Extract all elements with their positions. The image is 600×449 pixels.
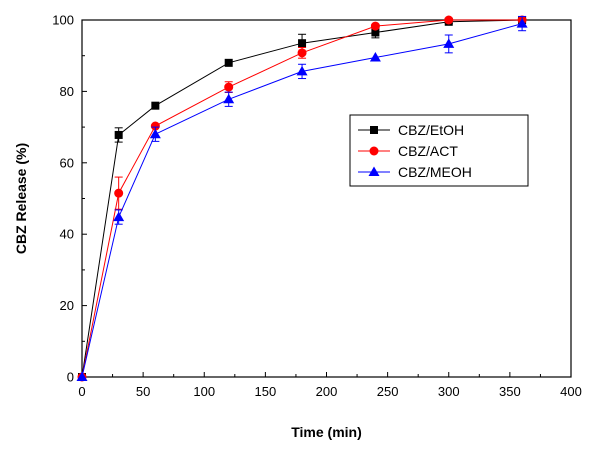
x-axis: 0 50 100 150 200 250 300 350 400 (78, 372, 582, 399)
legend-item: CBZ/EtOH (358, 122, 464, 138)
plot-border (81, 19, 572, 378)
data-point-circle (297, 48, 307, 58)
series-triangle (76, 15, 528, 381)
y-tick-label: 100 (52, 13, 74, 28)
data-point-square (371, 28, 380, 37)
x-tick-label: 200 (316, 384, 338, 399)
series-line (81, 19, 523, 378)
data-point-circle (370, 21, 380, 31)
x-tick-label: 350 (499, 384, 521, 399)
y-tick-label: 80 (60, 84, 74, 99)
data-point-circle (224, 82, 234, 92)
data-point-circle (114, 188, 124, 198)
x-tick-label: 250 (377, 384, 399, 399)
x-tick-label: 100 (193, 384, 215, 399)
x-tick-label: 400 (560, 384, 582, 399)
x-tick-label: 50 (136, 384, 150, 399)
series-circle (77, 15, 527, 382)
legend-label: CBZ/MEOH (398, 164, 472, 180)
legend-label: CBZ/ACT (398, 143, 458, 159)
data-point-triangle (516, 18, 528, 28)
data-point-triangle (223, 93, 235, 104)
plot-frame (81, 19, 572, 378)
data-point-square (114, 130, 123, 139)
legend-label: CBZ/EtOH (398, 122, 464, 138)
x-tick-label: 300 (438, 384, 460, 399)
y-axis-title: CBZ Release (%) (13, 143, 29, 254)
data-point-circle (444, 15, 454, 25)
series-layer (76, 15, 528, 382)
x-tick-label: 150 (255, 384, 277, 399)
data-point-square (151, 101, 160, 110)
series-line (81, 19, 523, 378)
x-axis-title: Time (min) (291, 424, 362, 440)
data-point-circle (369, 146, 379, 156)
legend-item: CBZ/ACT (358, 143, 458, 159)
data-point-triangle (368, 166, 380, 176)
data-point-square (224, 58, 233, 67)
legend: CBZ/EtOH CBZ/ACT CBZ/MEOH (349, 114, 529, 187)
y-axis: 0 20 40 60 80 100 (52, 13, 87, 385)
data-point-triangle (113, 211, 125, 222)
data-point-triangle (443, 38, 455, 48)
y-tick-label: 40 (60, 227, 74, 242)
x-tick-label: 0 (78, 384, 85, 399)
series-line (81, 23, 523, 378)
legend-item: CBZ/MEOH (358, 164, 472, 180)
data-point-triangle (149, 128, 161, 139)
data-point-triangle (76, 371, 88, 381)
data-point-square (370, 126, 378, 134)
data-point-triangle (369, 51, 381, 62)
data-point-circle (150, 121, 160, 131)
y-tick-label: 20 (60, 298, 74, 313)
y-tick-label: 60 (60, 155, 74, 170)
data-point-triangle (296, 65, 308, 76)
y-tick-label: 0 (67, 370, 74, 385)
data-point-square (298, 39, 307, 48)
